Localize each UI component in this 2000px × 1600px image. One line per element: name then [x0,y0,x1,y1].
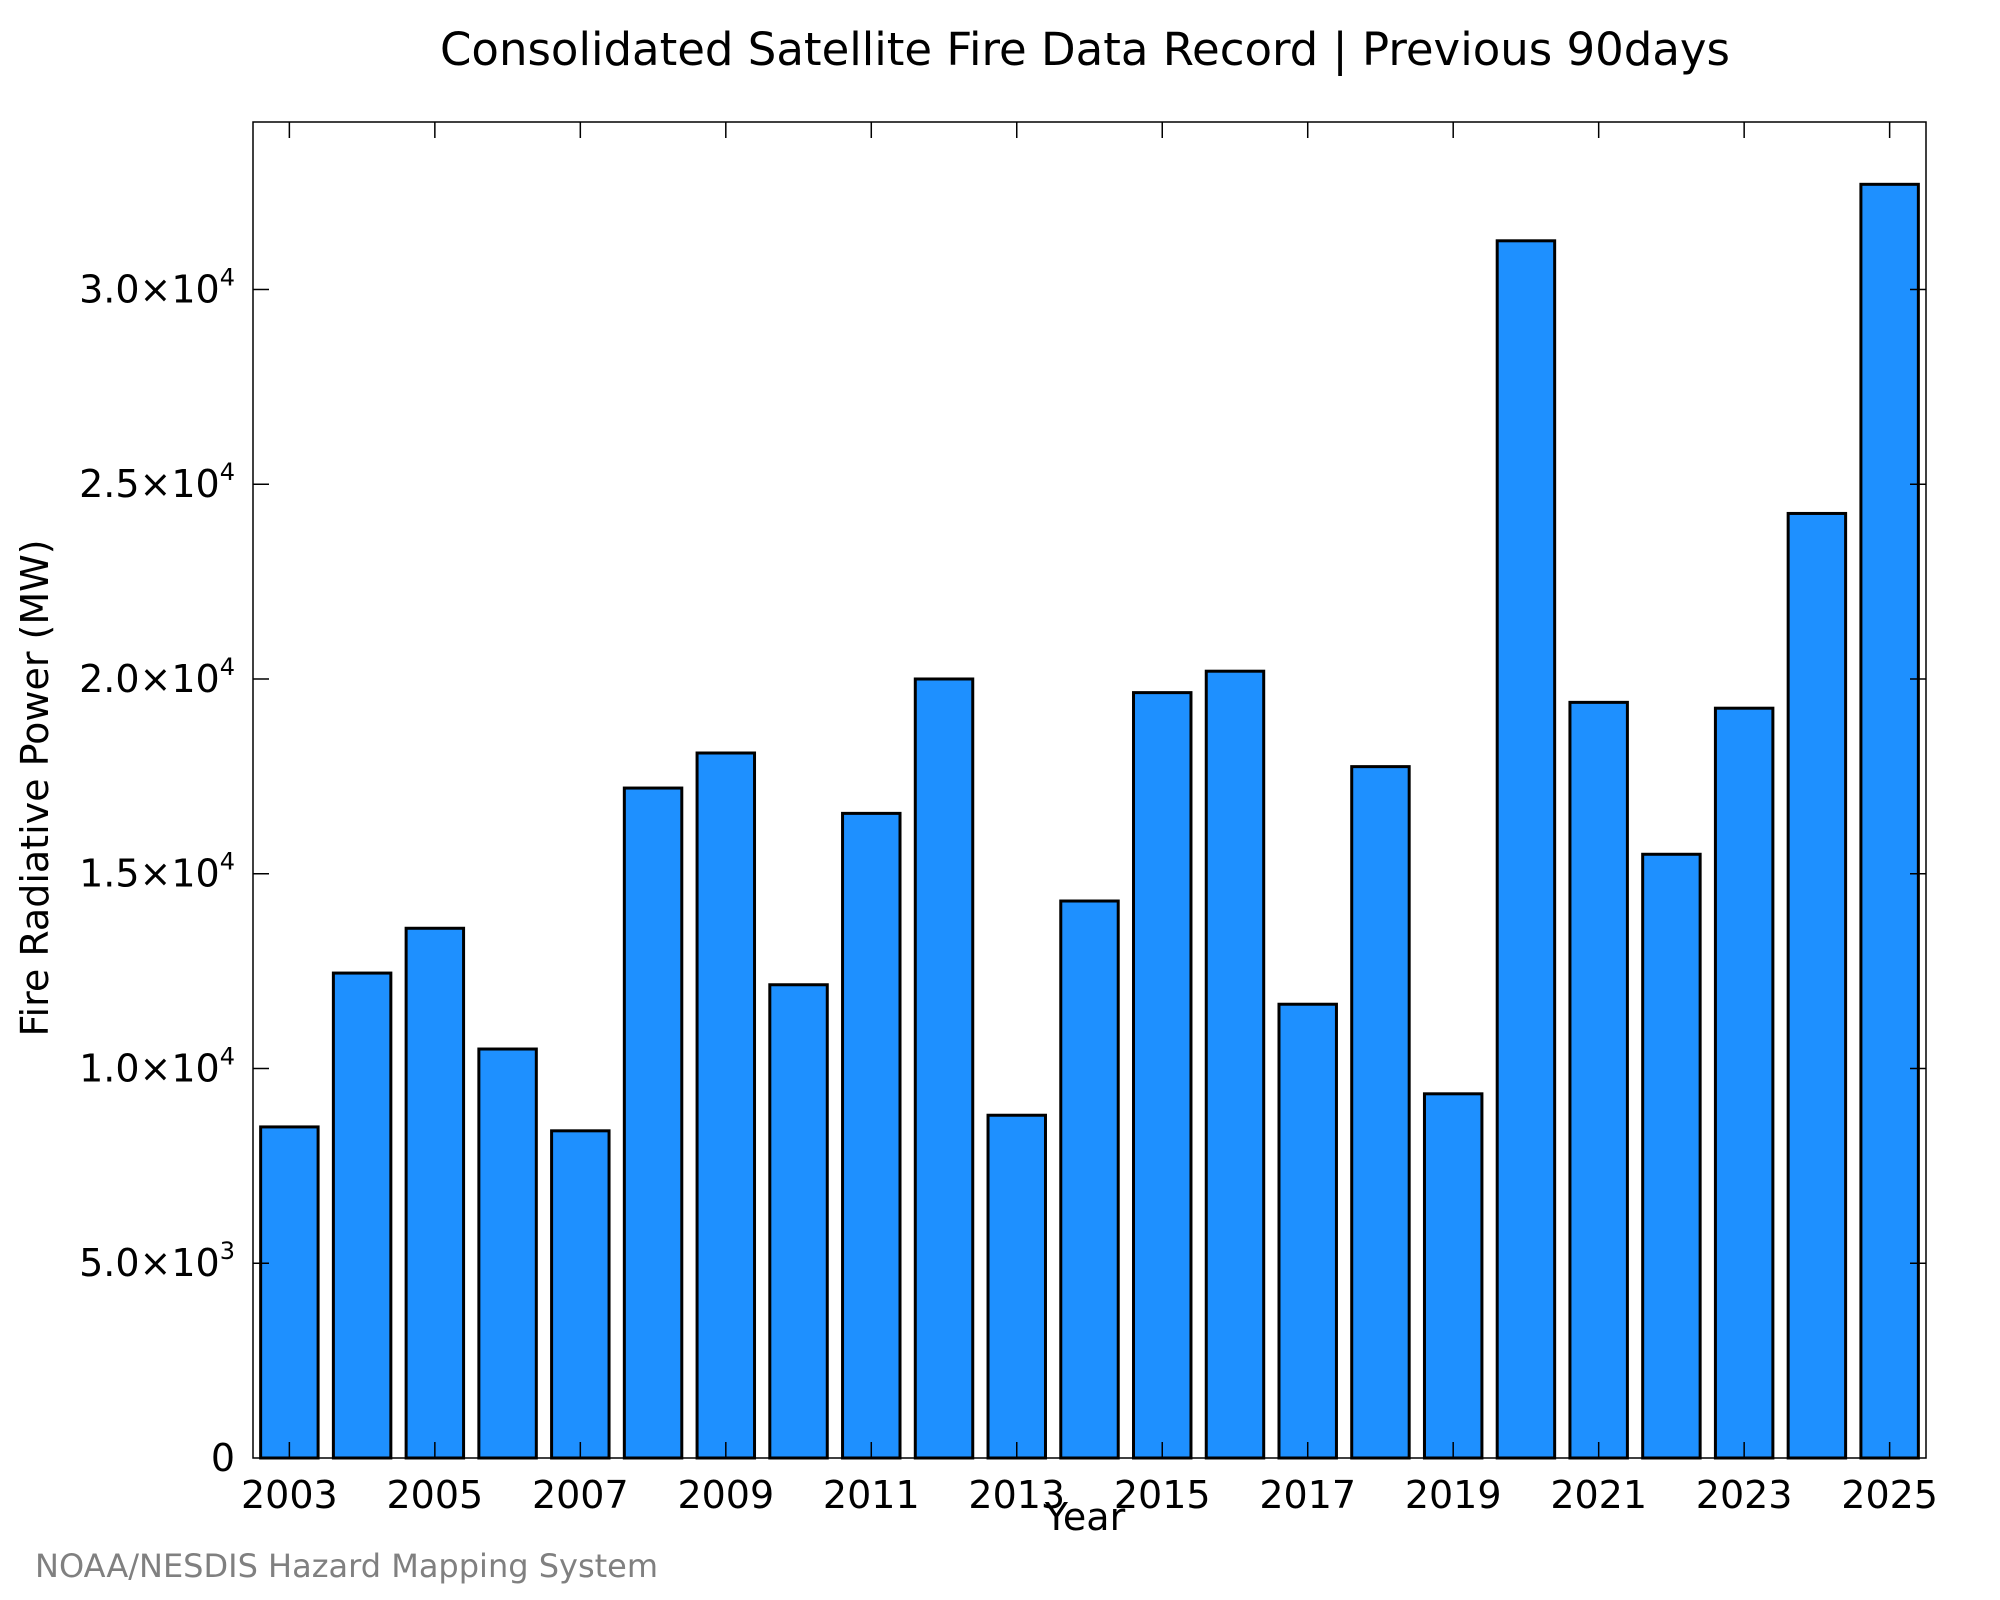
x-tick-label-2019: 2019 [1405,1473,1502,1517]
chart-title: Consolidated Satellite Fire Data Record … [440,23,1730,76]
bar-2011 [841,811,902,1460]
y-tick-label-25000: 2.5×104 [79,458,235,506]
y-tick-label-15000: 1.5×104 [79,848,235,896]
bar-2018 [1350,765,1411,1460]
source-credit: NOAA/NESDIS Hazard Mapping System [35,1547,658,1585]
bar-2006 [477,1047,538,1460]
x-tick-label-2021: 2021 [1550,1473,1647,1517]
x-tick-label-2023: 2023 [1696,1473,1793,1517]
bar-2003 [259,1125,320,1460]
x-tick-label-2025: 2025 [1841,1473,1938,1517]
bar-2013 [986,1113,1047,1460]
bar-2017 [1277,1002,1338,1460]
x-tick-label-2017: 2017 [1259,1473,1356,1517]
x-tick-label-2013: 2013 [968,1473,1065,1517]
x-tick-label-2007: 2007 [532,1473,629,1517]
bar-2008 [622,786,684,1460]
bar-2010 [768,983,829,1460]
bar-2023 [1713,706,1775,1460]
bar-2025 [1859,182,1920,1460]
y-tick-label-30000: 3.0×104 [79,263,235,311]
bar-2014 [1059,899,1120,1460]
plot-frame [252,121,1927,1459]
y-axis-label: Fire Radiative Power (MW) [13,539,57,1036]
bar-2020 [1495,239,1557,1460]
y-tick-label-20000: 2.0×104 [79,653,235,701]
x-tick-label-2009: 2009 [677,1473,774,1517]
y-tick-label-0: 0 [211,1436,235,1480]
x-tick-label-2011: 2011 [823,1473,920,1517]
bar-2021 [1568,700,1629,1460]
y-tick-label-10000: 1.0×104 [79,1042,235,1090]
bar-2004 [331,971,393,1460]
x-tick-label-2005: 2005 [386,1473,483,1517]
bar-2009 [695,751,757,1460]
bar-2015 [1132,691,1193,1460]
x-tick-label-2015: 2015 [1114,1473,1211,1517]
bar-2016 [1204,669,1266,1460]
x-tick-label-2003: 2003 [241,1473,338,1517]
plot-area: 2003 2005 2007 2009 2011 2013 2015 2017 2019 2021… [79,121,1938,1517]
bar-2012 [913,677,975,1460]
bar-2005 [404,926,466,1460]
bar-2022 [1641,852,1702,1460]
bar-2024 [1786,511,1848,1460]
x-axis-label: Year [1044,1495,1126,1539]
y-tick-label-5000: 5.0×103 [79,1237,235,1285]
bar-2007 [550,1129,611,1460]
bar-2019 [1422,1092,1484,1460]
